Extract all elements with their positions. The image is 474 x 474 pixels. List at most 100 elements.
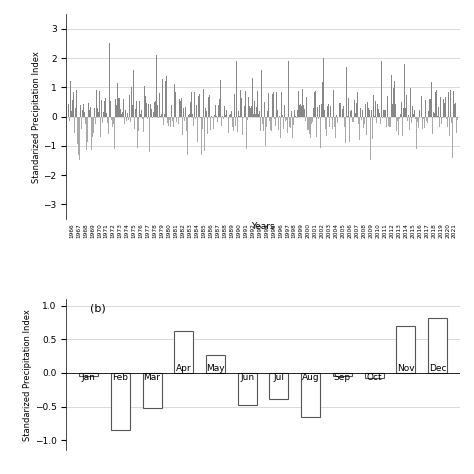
Bar	[201, 117, 202, 155]
Bar	[307, 117, 308, 128]
Bar	[387, 96, 388, 117]
Bar	[158, 117, 159, 118]
Bar	[206, 112, 207, 117]
Bar	[272, 94, 273, 117]
Bar	[98, 112, 99, 117]
Bar	[306, 97, 307, 117]
Bar	[145, 96, 146, 117]
Text: (b): (b)	[90, 303, 106, 313]
Bar	[361, 117, 362, 120]
Bar	[82, 110, 83, 117]
Bar	[108, 117, 109, 132]
Bar	[128, 117, 129, 120]
Bar	[337, 110, 338, 117]
Bar	[445, 97, 446, 117]
Bar	[421, 96, 422, 117]
Text: 1980: 1980	[166, 223, 172, 238]
Text: 2001: 2001	[313, 223, 318, 238]
Bar	[167, 117, 168, 123]
Bar	[359, 117, 360, 140]
Bar	[265, 117, 266, 146]
Bar	[103, 112, 104, 117]
Text: 1993: 1993	[257, 223, 262, 238]
Bar	[336, 105, 337, 117]
Bar	[348, 98, 349, 117]
Bar	[287, 117, 288, 133]
Bar	[85, 117, 86, 124]
Bar	[323, 58, 324, 117]
Text: 1966: 1966	[69, 223, 74, 237]
Bar	[365, 104, 366, 117]
Bar	[211, 116, 212, 117]
Text: Jan: Jan	[82, 373, 95, 382]
Bar	[453, 91, 454, 117]
Bar	[113, 117, 114, 124]
Bar	[393, 88, 394, 117]
Bar	[334, 117, 335, 127]
Bar	[441, 117, 442, 138]
Text: 1968: 1968	[83, 223, 88, 238]
Bar	[398, 117, 399, 135]
Bar	[204, 117, 205, 151]
Bar	[330, 106, 331, 117]
Bar	[198, 102, 199, 117]
Bar	[315, 91, 316, 117]
Bar	[224, 105, 225, 117]
Bar	[248, 97, 249, 117]
Bar	[331, 117, 332, 118]
Bar	[138, 107, 139, 117]
Bar	[366, 117, 367, 135]
Bar	[380, 117, 381, 124]
Bar	[217, 117, 218, 121]
Bar	[200, 117, 201, 118]
Bar	[340, 111, 341, 117]
Bar	[195, 117, 196, 119]
Text: 1994: 1994	[264, 223, 269, 238]
Bar	[430, 99, 431, 117]
Bar	[329, 116, 330, 117]
Text: 2005: 2005	[341, 223, 346, 238]
Bar	[75, 109, 76, 117]
Bar	[311, 117, 312, 120]
Text: 2009: 2009	[368, 223, 374, 238]
Bar	[171, 105, 172, 117]
Bar	[143, 117, 144, 132]
Bar	[300, 117, 301, 149]
Bar	[355, 113, 356, 117]
Bar	[241, 98, 242, 117]
Bar	[404, 64, 405, 117]
Bar	[223, 117, 224, 118]
Bar	[399, 117, 400, 119]
Bar	[94, 55, 95, 117]
Bar	[456, 80, 457, 117]
Bar	[110, 101, 111, 117]
Bar	[449, 117, 450, 136]
Text: 1999: 1999	[299, 223, 304, 238]
Bar	[293, 103, 294, 117]
Bar	[206, 355, 225, 373]
Bar	[170, 117, 171, 127]
Text: 1990: 1990	[236, 223, 241, 238]
Bar	[174, 93, 175, 117]
Bar	[105, 99, 106, 117]
Bar	[344, 117, 345, 127]
Bar	[114, 117, 115, 149]
Bar	[400, 117, 401, 120]
Bar	[431, 82, 432, 117]
Text: 2014: 2014	[403, 223, 408, 238]
Bar	[214, 115, 215, 117]
Bar	[254, 101, 255, 117]
Bar	[215, 105, 216, 117]
Bar	[232, 117, 233, 127]
Bar	[440, 97, 441, 117]
Bar	[320, 117, 321, 148]
Bar	[81, 117, 82, 128]
Text: Jul: Jul	[273, 373, 284, 382]
Bar	[117, 83, 118, 117]
Bar	[74, 117, 75, 133]
Text: 1998: 1998	[292, 223, 297, 238]
Text: 1976: 1976	[139, 223, 144, 238]
Bar	[225, 115, 226, 117]
Bar	[433, 112, 434, 117]
Bar	[274, 117, 275, 119]
